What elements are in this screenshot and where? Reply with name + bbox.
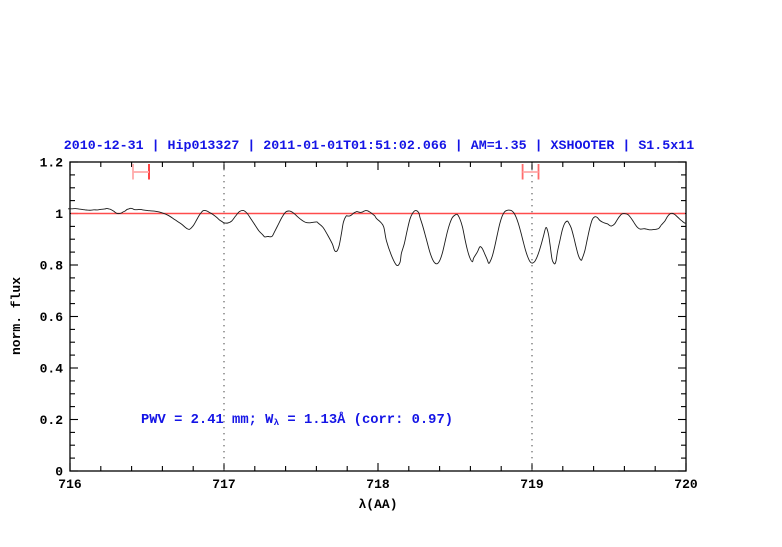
svg-text:0.8: 0.8 <box>40 259 64 274</box>
svg-text:2010-12-31 | Hip013327 | 2011-: 2010-12-31 | Hip013327 | 2011-01-01T01:5… <box>64 138 694 153</box>
svg-text:PWV = 2.41 mm; Wλ = 1.13Å (cor: PWV = 2.41 mm; Wλ = 1.13Å (corr: 0.97) <box>141 411 453 428</box>
svg-text:0.4: 0.4 <box>40 362 64 377</box>
svg-text:0: 0 <box>55 465 63 480</box>
svg-text:718: 718 <box>366 477 390 492</box>
svg-text:norm. flux: norm. flux <box>9 277 24 355</box>
svg-text:1.2: 1.2 <box>40 156 64 171</box>
svg-text:0.6: 0.6 <box>40 310 64 325</box>
svg-text:1: 1 <box>55 207 63 222</box>
svg-text:0.2: 0.2 <box>40 413 64 428</box>
svg-text:λ(AA): λ(AA) <box>358 497 397 512</box>
svg-text:720: 720 <box>674 477 698 492</box>
svg-text:717: 717 <box>212 477 235 492</box>
svg-text:719: 719 <box>520 477 544 492</box>
